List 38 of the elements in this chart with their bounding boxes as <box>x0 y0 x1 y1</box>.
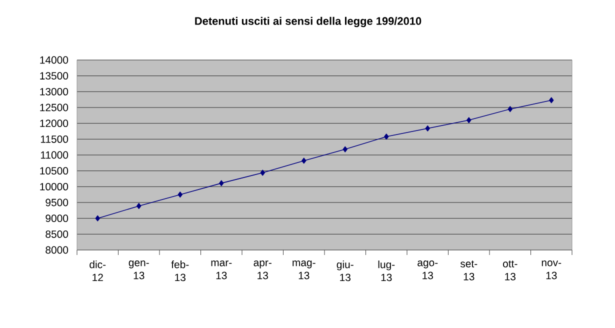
y-tick-label: 11000 <box>40 151 68 159</box>
x-tick-label: ott-13 <box>503 260 518 280</box>
y-tick-label: 10000 <box>40 182 68 190</box>
point <box>302 158 306 164</box>
y-tick-label: 9000 <box>46 214 68 222</box>
y-tick-label: 9500 <box>46 198 68 206</box>
point <box>178 192 182 198</box>
y-tick-label: 11500 <box>40 135 68 143</box>
point <box>136 202 142 209</box>
x-tick-label: lug-13 <box>378 260 395 282</box>
y-tick-label: 13000 <box>40 88 68 96</box>
x-tick-label: mag-13 <box>292 260 316 280</box>
y-tick-label: 12000 <box>40 120 68 128</box>
x-tick-label: gen-13 <box>128 260 149 280</box>
y-tick-label: 8000 <box>46 246 68 254</box>
x-tick-label: giu-13 <box>336 260 354 282</box>
point <box>260 170 265 176</box>
point <box>425 125 430 132</box>
point <box>549 97 554 104</box>
x-tick-label: nov-13 <box>542 260 562 280</box>
x-tick-label: apr-13 <box>254 260 272 280</box>
y-tick-label: 10500 <box>40 167 68 175</box>
point <box>466 117 472 124</box>
point <box>508 106 512 112</box>
point <box>384 134 389 140</box>
x-tick-label: dic-12 <box>90 260 106 282</box>
point <box>95 215 100 222</box>
x-tick-label: ago-13 <box>418 260 438 280</box>
y-tick-label: 12500 <box>40 104 68 112</box>
x-tick-label: feb-13 <box>171 260 189 282</box>
x-tick-label: mar-13 <box>211 260 232 280</box>
y-tick-label: 8500 <box>46 230 68 238</box>
point <box>342 146 348 152</box>
chart-title: Detenuti usciti ai sensi della legge 199/2010 <box>195 16 422 28</box>
y-tick-label: 13500 <box>40 72 68 80</box>
point <box>219 180 224 186</box>
x-tick-label: set-13 <box>460 260 478 280</box>
y-tick-label: 14000 <box>40 56 68 64</box>
